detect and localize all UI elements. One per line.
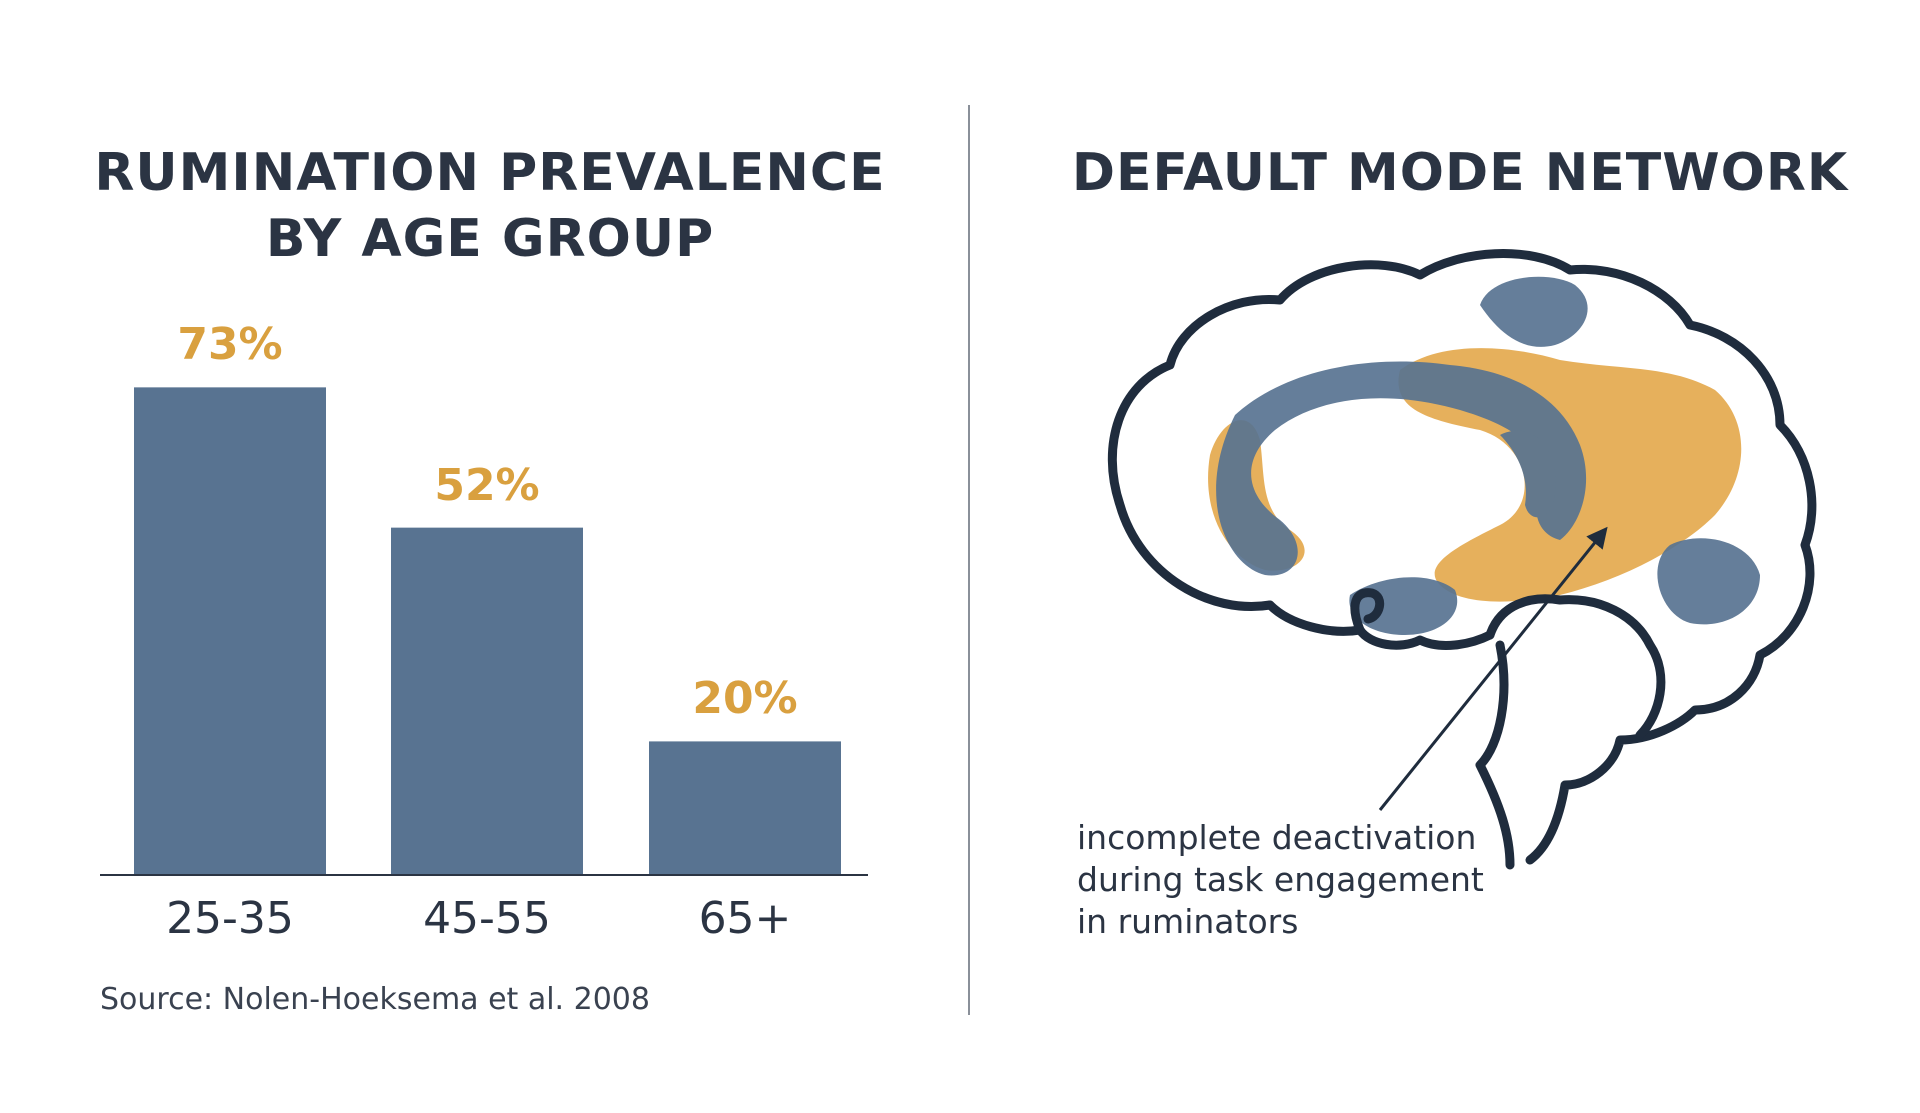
panel-divider (968, 105, 970, 1015)
annotation-line-1: incomplete deactivation (1077, 818, 1477, 857)
value-label-45-55: 52% (434, 459, 540, 511)
x-tick-45-55: 45-55 (423, 893, 551, 944)
value-label-65+: 20% (692, 673, 798, 725)
bar-65+ (649, 741, 841, 875)
chart-title-line-2: BY AGE GROUP (265, 209, 715, 269)
source-citation: Source: Nolen-Hoeksema et al. 2008 (100, 982, 650, 1017)
brain-illustration (1107, 249, 1817, 870)
x-tick-65+: 65+ (698, 893, 792, 944)
brain-title: DEFAULT MODE NETWORK (1071, 143, 1849, 203)
annotation-arrow (1378, 526, 1608, 811)
bar-chart (100, 387, 868, 876)
annotation-line-3: in ruminators (1077, 902, 1299, 941)
bar-45-55 (391, 527, 583, 875)
x-tick-25-35: 25-35 (166, 893, 294, 944)
chart-title-line-1: RUMINATION PREVALENCE (94, 143, 886, 203)
dmn-annotation: incomplete deactivation during task enga… (1077, 817, 1484, 943)
value-label-25-35: 73% (177, 319, 283, 371)
bar-25-35 (134, 387, 326, 875)
chart-title: RUMINATION PREVALENCE BY AGE GROUP (60, 140, 920, 272)
brain-outline (1107, 249, 1817, 870)
annotation-line-2: during task engagement (1077, 860, 1484, 899)
